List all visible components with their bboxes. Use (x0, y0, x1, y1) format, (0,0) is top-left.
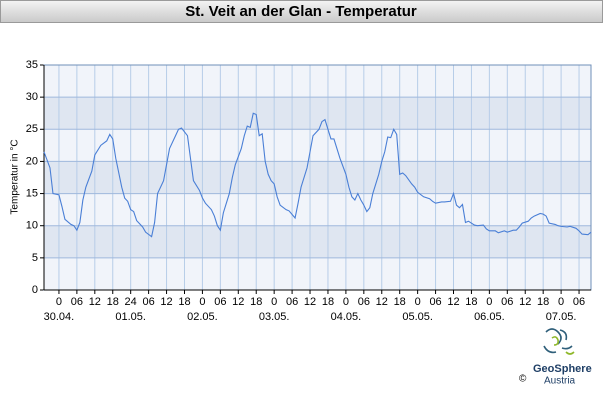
x-tick-label: 18 (107, 296, 119, 308)
x-tick-label: 06 (142, 296, 154, 308)
x-date-label: 03.05. (259, 311, 290, 323)
logo-name: GeoSphere (533, 363, 592, 375)
x-tick-label: 06 (501, 296, 513, 308)
x-date-label: 30.04. (44, 311, 75, 323)
y-tick-label: 25 (26, 123, 38, 135)
x-tick-label: 12 (447, 296, 459, 308)
y-tick-label: 5 (32, 252, 38, 264)
y-tick-label: 20 (26, 155, 38, 167)
x-tick-label: 06 (286, 296, 298, 308)
x-tick-label: 12 (376, 296, 388, 308)
x-tick-label: 0 (199, 296, 205, 308)
plot-area: 0 06 12 18 24 06 12 18 0 06 12 18 0 06 12 18 0 06 12 18 0 06 1… (26, 59, 592, 323)
x-tick-label: 06 (573, 296, 585, 308)
band (44, 225, 591, 258)
x-date-label: 07.05. (546, 311, 577, 323)
x-tick-label: 12 (519, 296, 531, 308)
band (44, 97, 591, 130)
x-tick-label: 18 (394, 296, 406, 308)
x-date-label: 04.05. (331, 311, 362, 323)
x-tick-label: 0 (415, 296, 421, 308)
y-axis-label: Temperatur in °C (10, 139, 21, 214)
logo: GeoSphere Austria © (519, 328, 592, 387)
x-tick-label: 0 (271, 296, 277, 308)
y-tick-label: 30 (26, 91, 38, 103)
x-tick-label: 18 (465, 296, 477, 308)
x-tick-label: 24 (125, 296, 137, 308)
y-tick-label: 35 (26, 59, 38, 71)
x-date-label: 02.05. (187, 311, 218, 323)
x-tick-label: 18 (250, 296, 262, 308)
x-tick-label: 12 (89, 296, 101, 308)
x-date-label: 06.05. (474, 311, 505, 323)
x-tick-label: 12 (304, 296, 316, 308)
y-tick-label: 10 (26, 220, 38, 232)
x-tick-label: 06 (358, 296, 370, 308)
x-tick-label: 18 (322, 296, 334, 308)
logo-sub: Austria (544, 376, 576, 387)
chart-title: St. Veit an der Glan - Temperatur (185, 3, 417, 20)
x-tick-label: 12 (232, 296, 244, 308)
x-tick-label: 0 (486, 296, 492, 308)
y-tick-label: 15 (26, 187, 38, 199)
x-tick-label: 0 (558, 296, 564, 308)
x-date-label: 01.05. (115, 311, 146, 323)
x-date-label: 05.05. (402, 311, 433, 323)
x-tick-label: 06 (71, 296, 83, 308)
x-tick-label: 06 (214, 296, 226, 308)
x-tick-label: 18 (537, 296, 549, 308)
copyright: © (519, 374, 527, 385)
band (44, 161, 591, 194)
y-tick-label: 0 (32, 284, 38, 296)
x-tick-label: 06 (429, 296, 441, 308)
x-tick-label: 0 (56, 296, 62, 308)
temperature-line (43, 112, 592, 238)
x-tick-label: 12 (160, 296, 172, 308)
x-tick-label: 18 (178, 296, 190, 308)
x-tick-label: 0 (343, 296, 349, 308)
